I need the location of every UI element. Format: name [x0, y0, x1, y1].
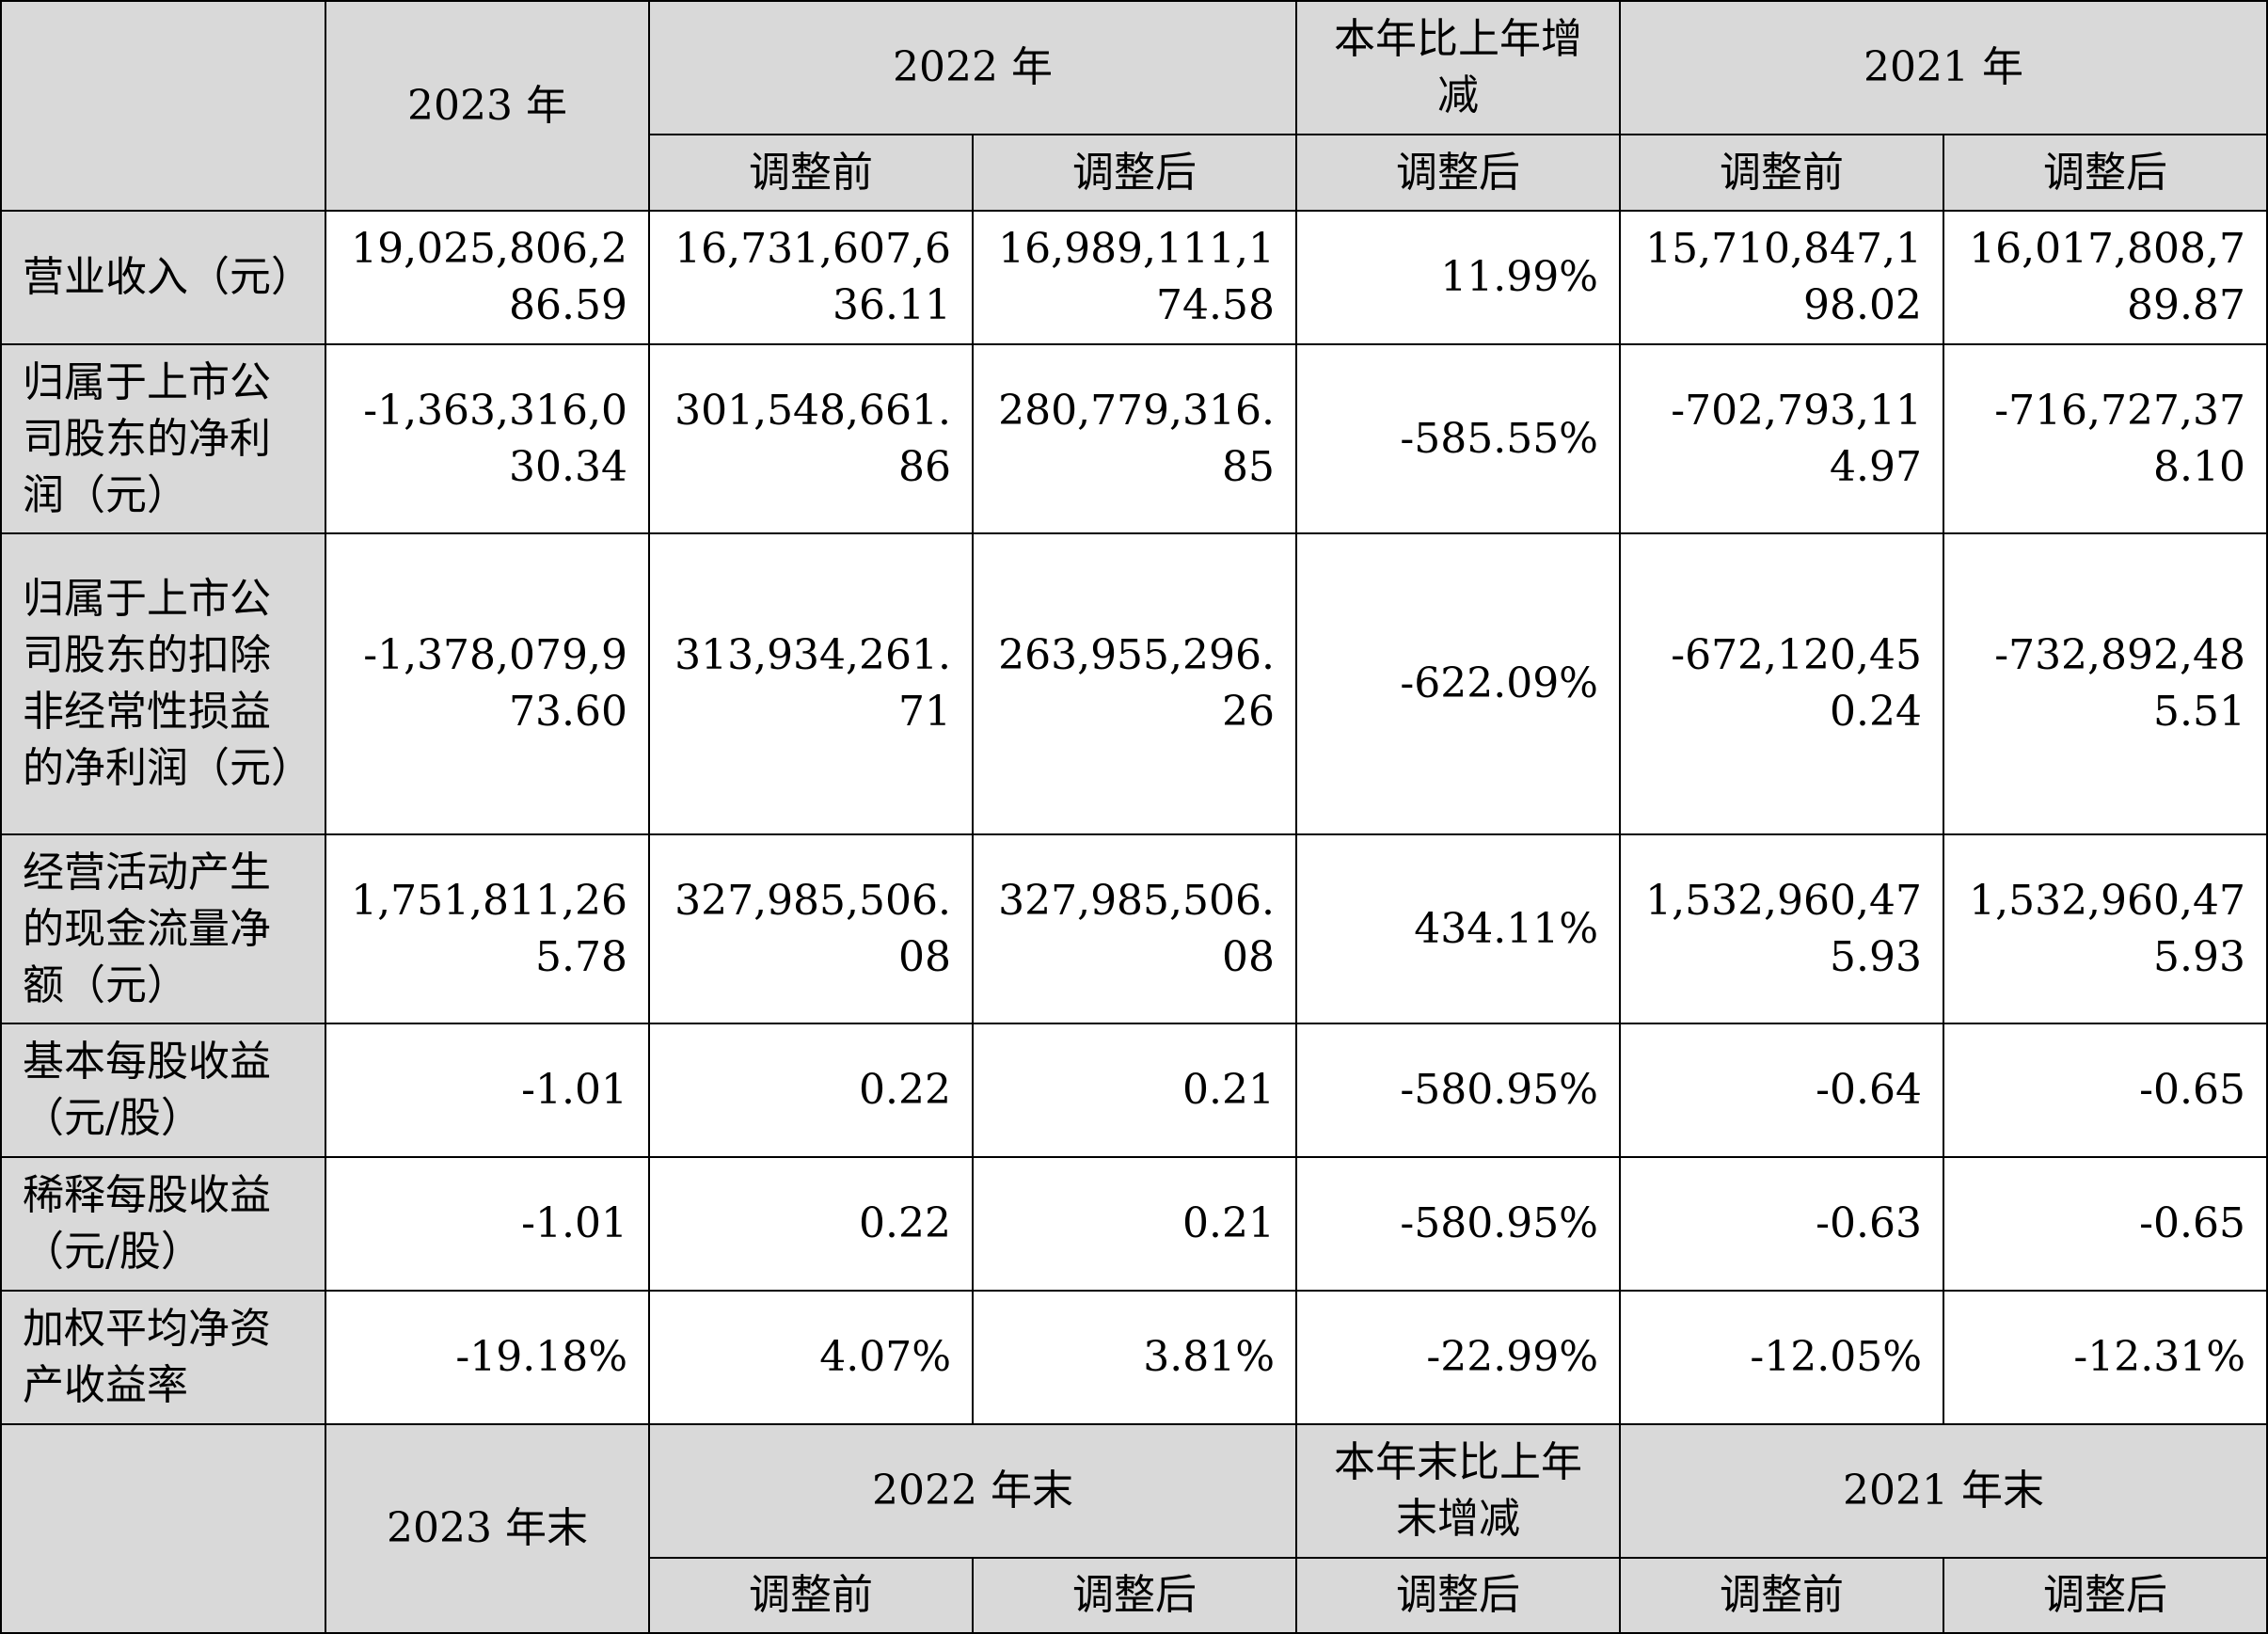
footer-header-2021-end: 2021 年末	[1619, 1423, 2268, 1559]
cell-value: -0.63	[1619, 1156, 1944, 1292]
footer-header-2022-after: 调整后	[972, 1557, 1297, 1634]
cell-value: 0.21	[972, 1156, 1297, 1292]
cell-value: -1,363,316,030.34	[325, 343, 650, 534]
table-row: 营业收入（元） 19,025,806,286.59 16,731,607,636…	[0, 210, 2268, 345]
cell-value: 3.81%	[972, 1290, 1297, 1425]
cell-value: -702,793,114.97	[1619, 343, 1944, 534]
cell-value: 327,985,506.08	[648, 833, 974, 1024]
cell-value: 301,548,661.86	[648, 343, 974, 534]
table-row: 经营活动产生的现金流量净额（元） 1,751,811,265.78 327,98…	[0, 833, 2268, 1024]
footer-header-change: 本年末比上年末增减	[1295, 1423, 1621, 1559]
table-row: 归属于上市公司股东的扣除非经常性损益的净利润（元） -1,378,079,973…	[0, 532, 2268, 835]
footer-header-2022-before: 调整前	[648, 1557, 974, 1634]
cell-value: -585.55%	[1295, 343, 1621, 534]
table-row: 加权平均净资产收益率 -19.18% 4.07% 3.81% -22.99% -…	[0, 1290, 2268, 1425]
header-2022: 2022 年	[648, 0, 1297, 135]
cell-value: -1.01	[325, 1023, 650, 1158]
footer-header-corner-cell	[0, 1423, 326, 1634]
cell-value: -716,727,378.10	[1943, 343, 2268, 534]
cell-value: 327,985,506.08	[972, 833, 1297, 1024]
cell-value: -12.31%	[1943, 1290, 2268, 1425]
cell-value: -580.95%	[1295, 1023, 1621, 1158]
table-row: 稀释每股收益（元/股） -1.01 0.22 0.21 -580.95% -0.…	[0, 1156, 2268, 1292]
cell-value: 16,989,111,174.58	[972, 210, 1297, 345]
row-label-net-profit: 归属于上市公司股东的净利润（元）	[0, 343, 326, 534]
row-label-cash-flow: 经营活动产生的现金流量净额（元）	[0, 833, 326, 1024]
cell-value: -0.64	[1619, 1023, 1944, 1158]
cell-value: 15,710,847,198.02	[1619, 210, 1944, 345]
cell-value: 0.22	[648, 1023, 974, 1158]
header-2022-before: 调整前	[648, 134, 974, 212]
header-2021: 2021 年	[1619, 0, 2268, 135]
header-2021-before: 调整前	[1619, 134, 1944, 212]
header-corner-cell	[0, 0, 326, 212]
cell-value: -22.99%	[1295, 1290, 1621, 1425]
row-label-net-profit-excl: 归属于上市公司股东的扣除非经常性损益的净利润（元）	[0, 532, 326, 835]
cell-value: -672,120,450.24	[1619, 532, 1944, 835]
header-change: 本年比上年增减	[1295, 0, 1621, 135]
cell-value: -12.05%	[1619, 1290, 1944, 1425]
cell-value: 11.99%	[1295, 210, 1621, 345]
cell-value: -1,378,079,973.60	[325, 532, 650, 835]
cell-value: 0.21	[972, 1023, 1297, 1158]
footer-header-change-after: 调整后	[1295, 1557, 1621, 1634]
cell-value: 4.07%	[648, 1290, 974, 1425]
header-2022-after: 调整后	[972, 134, 1297, 212]
header-2021-after: 调整后	[1943, 134, 2268, 212]
cell-value: 0.22	[648, 1156, 974, 1292]
cell-value: -622.09%	[1295, 532, 1621, 835]
cell-value: 16,017,808,789.87	[1943, 210, 2268, 345]
cell-value: -0.65	[1943, 1023, 2268, 1158]
cell-value: 1,532,960,475.93	[1619, 833, 1944, 1024]
footer-header-2023-end: 2023 年末	[325, 1423, 650, 1634]
cell-value: 16,731,607,636.11	[648, 210, 974, 345]
cell-value: 19,025,806,286.59	[325, 210, 650, 345]
header-2023: 2023 年	[325, 0, 650, 212]
footer-header-2021-before: 调整前	[1619, 1557, 1944, 1634]
cell-value: -1.01	[325, 1156, 650, 1292]
header-change-after: 调整后	[1295, 134, 1621, 212]
table-row: 基本每股收益（元/股） -1.01 0.22 0.21 -580.95% -0.…	[0, 1023, 2268, 1158]
cell-value: 313,934,261.71	[648, 532, 974, 835]
row-label-roe: 加权平均净资产收益率	[0, 1290, 326, 1425]
row-label-basic-eps: 基本每股收益（元/股）	[0, 1023, 326, 1158]
cell-value: -19.18%	[325, 1290, 650, 1425]
footer-header-2022-end: 2022 年末	[648, 1423, 1297, 1559]
table-row: 归属于上市公司股东的净利润（元） -1,363,316,030.34 301,5…	[0, 343, 2268, 534]
cell-value: -580.95%	[1295, 1156, 1621, 1292]
cell-value: 434.11%	[1295, 833, 1621, 1024]
cell-value: 280,779,316.85	[972, 343, 1297, 534]
cell-value: -0.65	[1943, 1156, 2268, 1292]
footer-header-2021-after: 调整后	[1943, 1557, 2268, 1634]
cell-value: -732,892,485.51	[1943, 532, 2268, 835]
row-label-revenue: 营业收入（元）	[0, 210, 326, 345]
cell-value: 1,751,811,265.78	[325, 833, 650, 1024]
cell-value: 1,532,960,475.93	[1943, 833, 2268, 1024]
cell-value: 263,955,296.26	[972, 532, 1297, 835]
row-label-diluted-eps: 稀释每股收益（元/股）	[0, 1156, 326, 1292]
